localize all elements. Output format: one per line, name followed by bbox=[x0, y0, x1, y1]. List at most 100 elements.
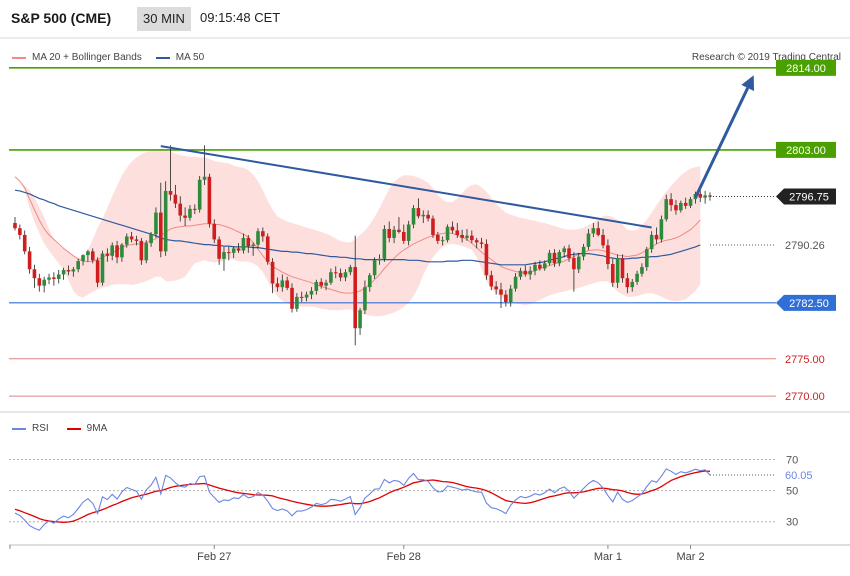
candle-body bbox=[168, 190, 173, 195]
candle-body bbox=[703, 195, 707, 198]
candle bbox=[178, 196, 183, 222]
candle bbox=[285, 276, 289, 291]
candle-body bbox=[52, 277, 56, 279]
candle-body bbox=[455, 230, 460, 235]
copyright-text: Research © 2019 Trading Central bbox=[691, 52, 841, 63]
candle bbox=[100, 250, 105, 286]
candle bbox=[299, 291, 304, 303]
candle-body bbox=[581, 246, 586, 257]
candle bbox=[445, 224, 450, 243]
candle bbox=[615, 254, 620, 288]
candle-body bbox=[421, 214, 426, 217]
candle-body bbox=[606, 245, 610, 265]
candle-body bbox=[71, 269, 76, 272]
candle-body bbox=[363, 287, 367, 311]
legend-bb: MA 20 + Bollinger Bands bbox=[12, 52, 142, 63]
candle bbox=[581, 243, 586, 261]
candle bbox=[280, 274, 285, 292]
candle-body bbox=[474, 240, 479, 243]
candle-body bbox=[367, 275, 372, 288]
price-legend: MA 20 + Bollinger Bands MA 50 bbox=[12, 52, 218, 63]
candle-body bbox=[411, 208, 416, 225]
candle bbox=[431, 215, 435, 238]
timestamp: 09:15:48 CET bbox=[200, 10, 281, 25]
candle-body bbox=[436, 234, 440, 241]
time-tick-label-2: Mar 1 bbox=[594, 551, 622, 563]
candle bbox=[47, 273, 51, 285]
candle bbox=[528, 266, 532, 280]
candle bbox=[251, 242, 255, 256]
candle bbox=[42, 276, 46, 293]
candle-body bbox=[22, 234, 27, 252]
candle bbox=[620, 254, 625, 283]
candle bbox=[304, 291, 309, 302]
resistance-trendline bbox=[160, 145, 652, 229]
candle bbox=[635, 270, 639, 285]
candle bbox=[159, 182, 163, 258]
candle-body bbox=[193, 208, 197, 210]
candle-body bbox=[406, 224, 411, 241]
candle bbox=[139, 237, 144, 265]
candle-body bbox=[105, 253, 110, 256]
candle-body bbox=[377, 258, 382, 261]
candle bbox=[256, 228, 260, 249]
candle-body bbox=[256, 231, 260, 245]
candle bbox=[222, 246, 226, 271]
candle bbox=[270, 258, 275, 294]
level-label-box bbox=[776, 141, 836, 158]
candle-body bbox=[353, 267, 357, 329]
candle bbox=[71, 267, 76, 277]
candle bbox=[489, 270, 494, 291]
candle-body bbox=[591, 228, 596, 234]
candle-body bbox=[610, 264, 615, 283]
candle-body bbox=[615, 258, 620, 283]
candle bbox=[610, 258, 615, 288]
candle-body bbox=[387, 228, 392, 238]
candle bbox=[518, 267, 523, 280]
legend-9ma-label: 9MA bbox=[86, 423, 108, 434]
candle bbox=[367, 272, 372, 292]
candle-body bbox=[231, 248, 236, 253]
candle-body bbox=[329, 272, 333, 283]
candle-body bbox=[402, 231, 406, 241]
current-price-label: 2796.75 bbox=[776, 188, 836, 205]
candle bbox=[115, 240, 119, 264]
candle bbox=[596, 221, 600, 237]
candle bbox=[508, 284, 513, 307]
bollinger-band-fill bbox=[15, 149, 701, 317]
level-label-box bbox=[776, 59, 836, 76]
candle-body bbox=[319, 281, 323, 286]
projection-arrow-shaft bbox=[694, 87, 750, 199]
candle bbox=[504, 290, 508, 307]
candle bbox=[494, 281, 498, 295]
candle-body bbox=[139, 240, 144, 261]
candle-body bbox=[620, 258, 625, 279]
candle bbox=[421, 210, 426, 224]
current-price-box bbox=[776, 188, 836, 205]
candle-body bbox=[76, 261, 80, 270]
candle bbox=[382, 225, 387, 262]
candle bbox=[18, 224, 22, 240]
candle-body bbox=[261, 231, 265, 237]
candle bbox=[202, 145, 207, 185]
projection-arrow-icon bbox=[741, 75, 755, 91]
candle-body bbox=[134, 239, 139, 241]
timeframe-button[interactable]: 30 MIN bbox=[137, 7, 191, 31]
candle-body bbox=[688, 199, 693, 206]
candle bbox=[669, 193, 673, 212]
legend-bb-label: MA 20 + Bollinger Bands bbox=[32, 52, 142, 63]
candle-body bbox=[27, 251, 32, 270]
level-label-2: 2782.50 bbox=[776, 294, 836, 311]
rsi-last-value: 60.05 bbox=[785, 470, 813, 482]
candle bbox=[144, 240, 149, 264]
candle bbox=[309, 287, 314, 300]
time-tick-label-1: Feb 28 bbox=[387, 551, 421, 563]
candle-body bbox=[426, 214, 430, 219]
candle-body bbox=[358, 310, 362, 329]
candle bbox=[27, 246, 32, 274]
candle-body bbox=[659, 219, 664, 240]
candle bbox=[66, 265, 71, 276]
candle-body bbox=[246, 237, 251, 247]
candle bbox=[324, 279, 328, 291]
